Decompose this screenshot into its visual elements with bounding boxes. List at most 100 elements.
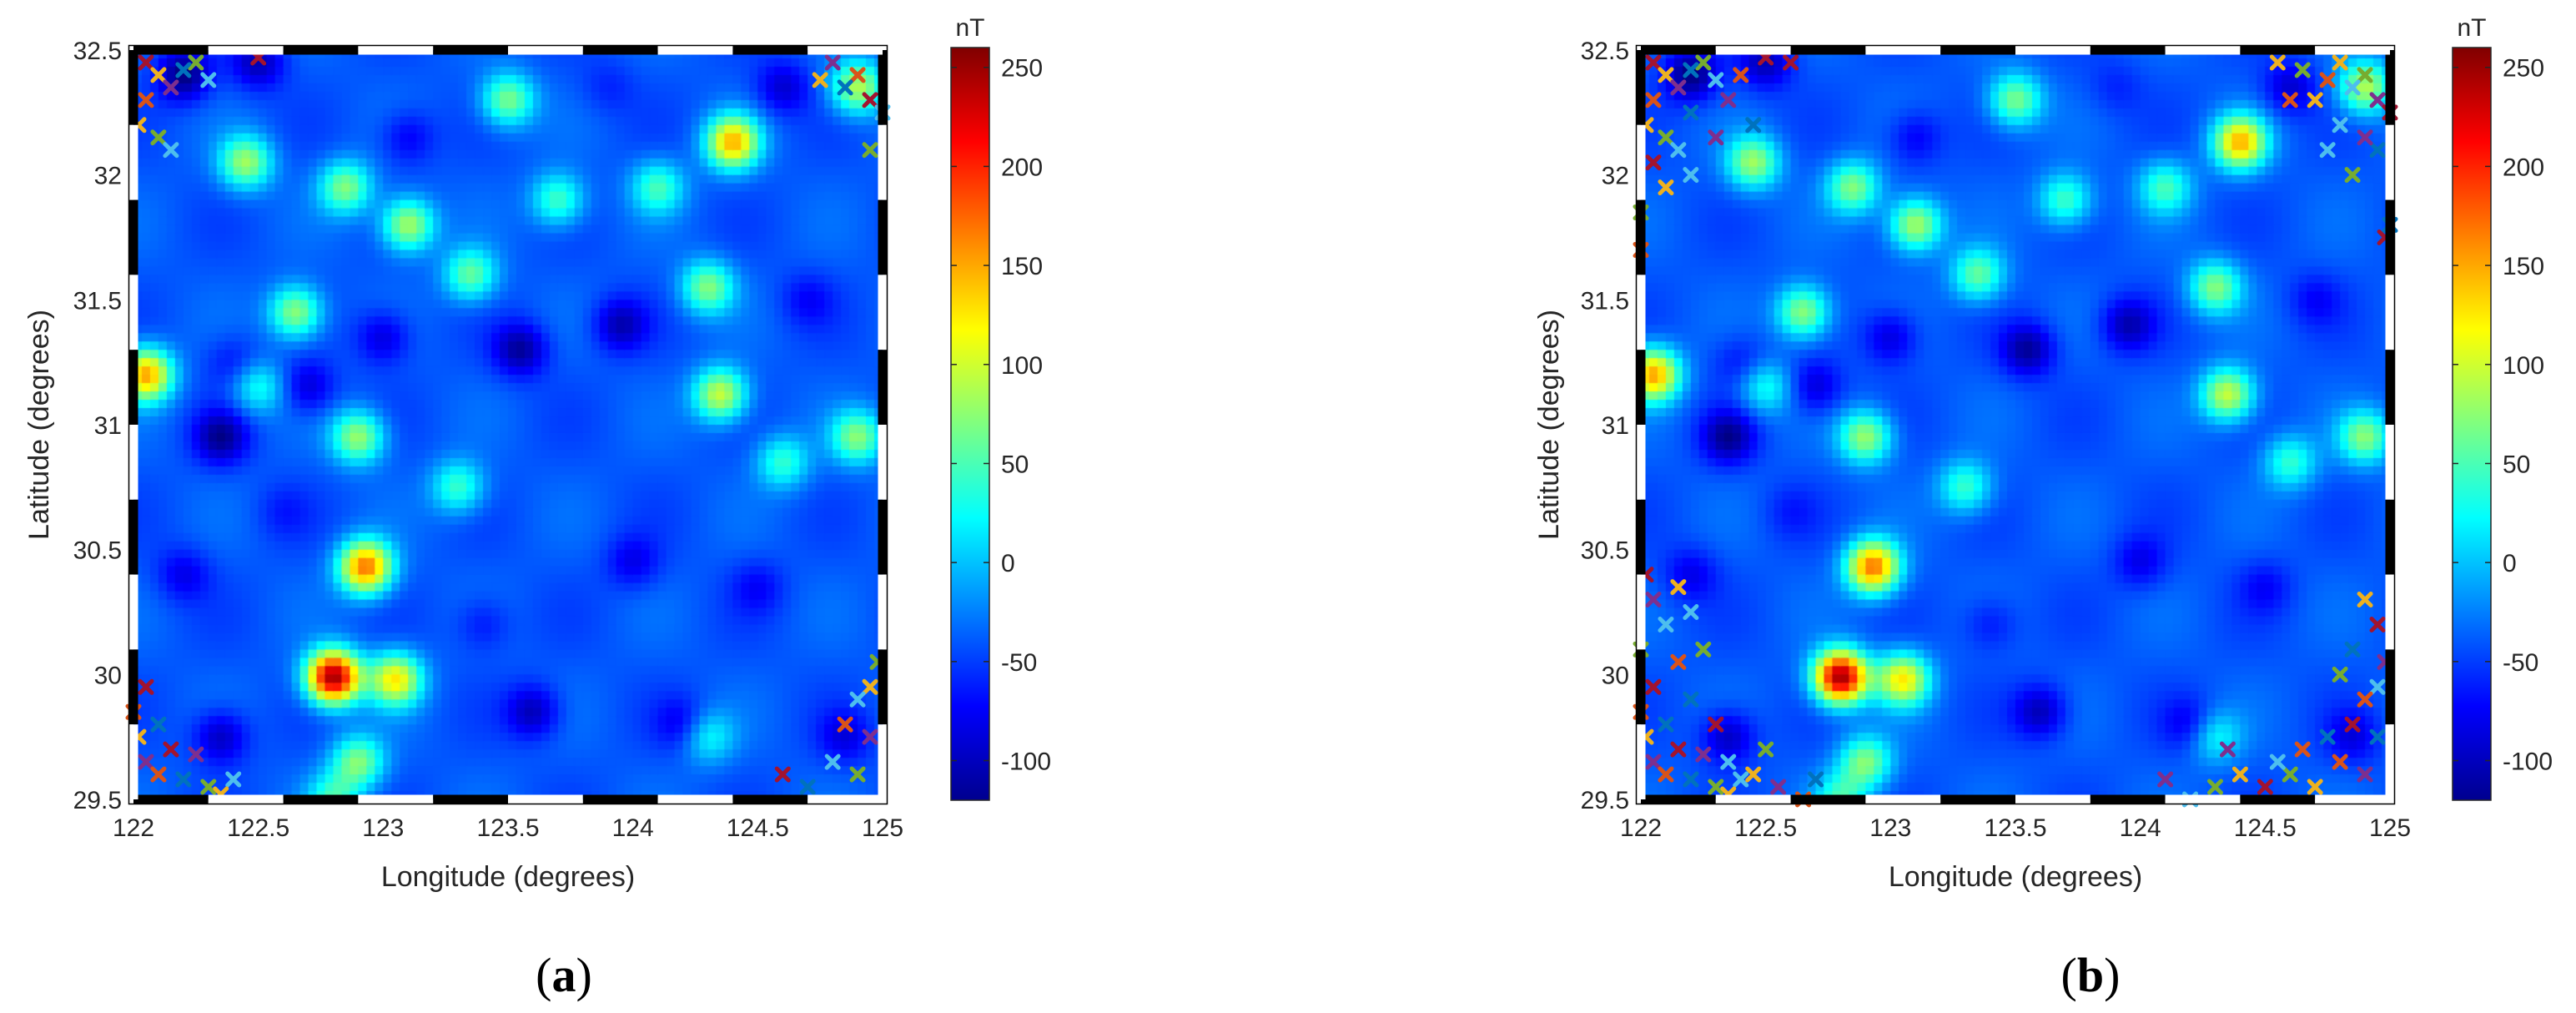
frame-segment (878, 574, 888, 650)
sample-marker (1683, 691, 1699, 708)
sample-marker (200, 779, 217, 795)
frame-segment (208, 45, 284, 55)
frame-segment (1715, 45, 1791, 55)
sample-marker (2332, 753, 2348, 770)
y-tick-label: 31.5 (1581, 287, 1629, 315)
sample-marker (849, 691, 866, 708)
frame-segment (2090, 45, 2166, 55)
frame-segment (1790, 45, 1866, 55)
colorbar-tick-label: 0 (1001, 550, 1015, 577)
colorbar-tick-label: 200 (1001, 154, 1043, 181)
sample-marker (138, 92, 154, 108)
sample-marker (1658, 716, 1674, 733)
y-tick-label: 29.5 (73, 787, 122, 814)
x-tick-label: 123 (362, 814, 404, 842)
sample-marker (225, 771, 242, 788)
sample-marker (2307, 779, 2323, 795)
frame-segment (2015, 794, 2090, 804)
colorbar-tick-label: -100 (1001, 748, 1051, 776)
frame-segment (1790, 794, 1866, 804)
colorbar-tick-label: -100 (2503, 748, 2553, 776)
sample-marker (138, 753, 154, 770)
colorbar-tick-label: 50 (1001, 451, 1029, 478)
sample-marker (2231, 766, 2248, 783)
frame-segment (2385, 724, 2395, 799)
frame-segment (878, 124, 888, 200)
frame-segment (2385, 499, 2395, 575)
colorbar-tick-label: 150 (1001, 253, 1043, 280)
x-tick-label: 123.5 (1984, 814, 2046, 842)
sample-marker (1645, 154, 1662, 171)
sample-marker (862, 92, 878, 108)
frame-segment (878, 350, 888, 425)
sample-marker (2357, 691, 2373, 708)
sample-marker (1645, 753, 1662, 770)
frame-segment (657, 794, 733, 804)
y-tick-label: 30.5 (73, 537, 122, 565)
sample-marker (1758, 741, 1774, 758)
frame-segment (1865, 794, 1941, 804)
sample-marker (1683, 771, 1699, 788)
frame-segment (657, 45, 733, 55)
y-tick-label: 32.5 (1581, 38, 1629, 65)
frame-segment (433, 794, 508, 804)
frame-segment (358, 45, 434, 55)
frame-segment (283, 45, 359, 55)
sample-marker (1658, 67, 1674, 83)
sample-marker (1708, 129, 1724, 146)
y-tick-label: 32.5 (73, 38, 122, 65)
sample-marker (163, 741, 179, 758)
frame-segment (508, 794, 583, 804)
frame-segment (128, 124, 138, 200)
sample-marker (2257, 779, 2273, 795)
frame-outline (1635, 44, 2396, 805)
frame-segment (878, 724, 888, 799)
colorbar-tick-label: 200 (2503, 154, 2544, 181)
sample-marker (2344, 716, 2361, 733)
sample-marker (2332, 54, 2348, 71)
y-tick-label: 30 (94, 662, 122, 689)
frame-segment (358, 794, 434, 804)
colorbar-ticks-a: 250 200 150 100 50 0 -50 -100 (951, 55, 1051, 776)
frame-segment (1636, 724, 1646, 799)
x-tick-label: 122.5 (1734, 814, 1797, 842)
frame-segment (2240, 794, 2316, 804)
sample-marker (1670, 79, 1687, 96)
heatmap-b (1641, 50, 2390, 799)
frame-segment (128, 574, 138, 650)
y-tick-label: 32 (94, 163, 122, 190)
frame-segment (2315, 45, 2390, 55)
sample-marker (2369, 142, 2386, 159)
sample-marker (2307, 92, 2323, 108)
frame-segment (1636, 124, 1646, 200)
frame-segment (128, 50, 138, 125)
sample-marker (2319, 72, 2336, 88)
frame-segment (732, 45, 808, 55)
sample-marker (799, 779, 816, 795)
frame-segment (2015, 45, 2090, 55)
frame-segment (1636, 275, 1646, 350)
sample-marker (1720, 753, 1737, 770)
colorbar-a (950, 47, 990, 801)
sample-marker (2157, 771, 2174, 788)
colorbar-tick-label: 50 (2503, 451, 2530, 478)
sample-marker (1733, 771, 1749, 788)
colorbar-ticks-b: 250 200 150 100 50 0 -50 -100 (2453, 55, 2553, 776)
sample-marker (1683, 604, 1699, 620)
sample-marker (1720, 92, 1737, 108)
frame-segment (2165, 45, 2241, 55)
frame-segment (878, 275, 888, 350)
sample-marker (2282, 766, 2298, 783)
sample-marker (2369, 728, 2386, 745)
markers-a (125, 49, 891, 803)
frame-segment (2240, 45, 2316, 55)
frame-segment (1641, 45, 1716, 55)
sample-marker (2294, 62, 2311, 78)
frame-segment (128, 350, 138, 425)
sample-marker (2332, 666, 2348, 683)
frame-segment (582, 794, 658, 804)
x-tick-label: 124 (612, 814, 654, 842)
sample-marker (1695, 746, 1712, 763)
x-tick-label: 122 (1620, 814, 1662, 842)
